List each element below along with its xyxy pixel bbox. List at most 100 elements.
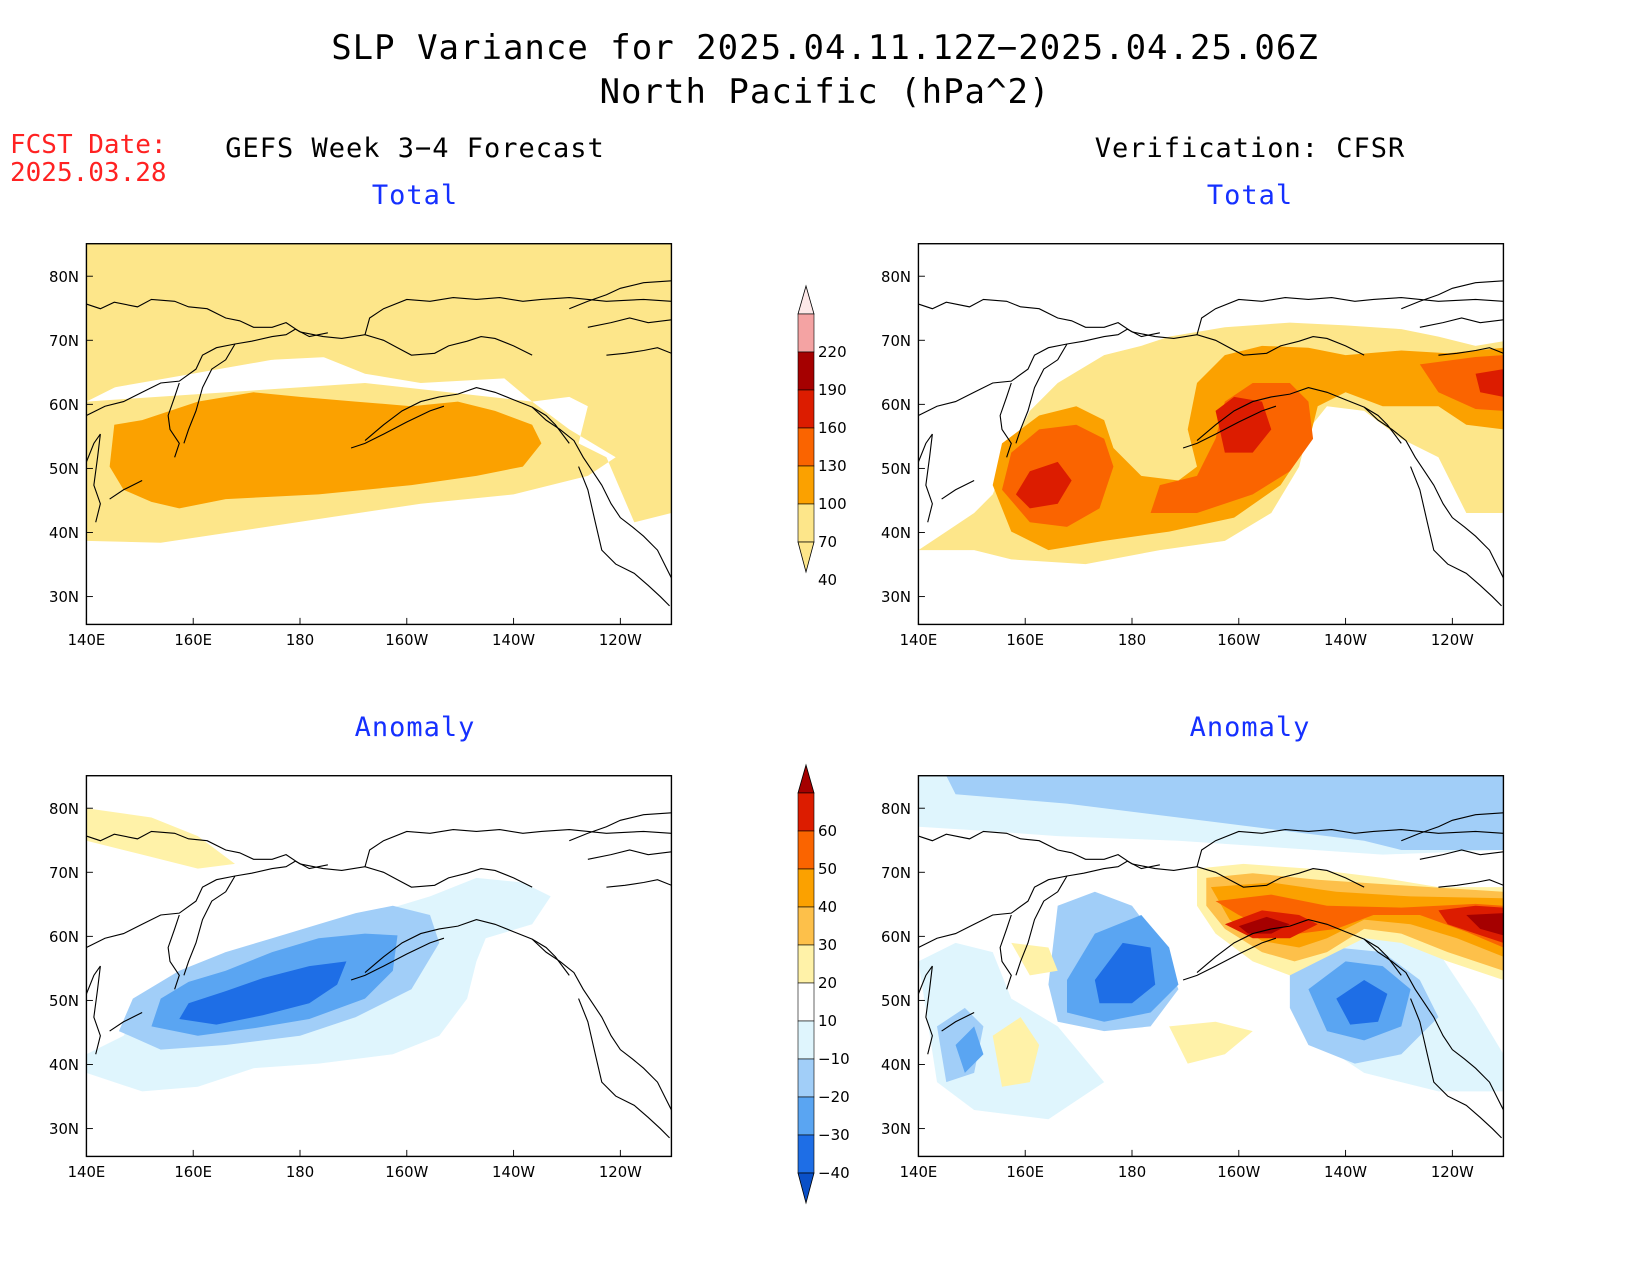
forecast-date-label: FCST Date: <box>10 130 167 160</box>
colorbar-label: 30 <box>818 936 837 954</box>
colorbar-label: 10 <box>818 1012 837 1030</box>
colorbar-label: 70 <box>818 533 837 551</box>
colorbar-label: 20 <box>818 974 837 992</box>
lon-tick-label: 180 <box>1118 1163 1146 1181</box>
lon-tick-label: 140E <box>68 1163 106 1181</box>
lon-tick-label: 160W <box>1217 1163 1260 1181</box>
lon-tick-label: 140E <box>900 631 938 649</box>
colorbar-segment <box>797 1134 815 1174</box>
colorbar-anomaly-svg: 60 50 40 30 20 10 −10 −20 −30 −40 <box>797 763 850 1205</box>
colorbar-top-arrow <box>797 763 815 794</box>
figure-title: SLP Variance for 2025.04.11.12Z−2025.04.… <box>331 28 1319 68</box>
left-column-title: GEFS Week 3−4 Forecast <box>225 133 605 164</box>
lon-tick-label: 140E <box>900 1163 938 1181</box>
panel-title-top-left: Total <box>371 180 459 211</box>
lon-tick-label: 120W <box>1431 631 1474 649</box>
colorbar-segment <box>797 1058 815 1098</box>
lon-tick-label: 120W <box>1431 1163 1474 1181</box>
colorbar-top-arrow <box>797 284 815 315</box>
colorbar-label: −40 <box>818 1164 850 1182</box>
contour-fill <box>86 243 672 393</box>
lon-tick-label: 160W <box>1217 631 1260 649</box>
lat-tick-label: 40N <box>49 1056 79 1074</box>
colorbar-bottom-arrow <box>797 1172 815 1205</box>
colorbar-label: 40 <box>818 571 837 589</box>
colorbar-total: 220 190 160 130 100 70 40 <box>790 280 860 624</box>
lon-tick-label: 160E <box>174 1163 212 1181</box>
forecast-date-value: 2025.03.28 <box>10 158 167 188</box>
lat-tick-label: 60N <box>49 928 79 946</box>
lat-tick-label: 70N <box>881 864 911 882</box>
lat-tick-label: 50N <box>881 992 911 1010</box>
contour-fill <box>1094 942 1388 1025</box>
colorbar-segment <box>797 944 815 984</box>
colorbar-segment <box>797 503 815 543</box>
lat-tick-label: 70N <box>49 864 79 882</box>
colorbar-segment <box>797 351 815 391</box>
lon-tick-label: 180 <box>286 631 314 649</box>
lat-tick-label: 80N <box>49 800 79 818</box>
lat-tick-label: 60N <box>881 928 911 946</box>
lat-tick-label: 70N <box>881 332 911 350</box>
colorbar-segment <box>797 1096 815 1136</box>
colorbar-segment <box>797 792 815 832</box>
lat-tick-label: 30N <box>49 1120 79 1138</box>
colorbar-segment <box>797 427 815 467</box>
colorbar-segment <box>797 389 815 429</box>
colorbar-label: 40 <box>818 898 837 916</box>
colorbar-label: 100 <box>818 495 847 513</box>
right-column-title: Verification: CFSR <box>1094 133 1406 164</box>
lon-tick-label: 140W <box>1324 631 1367 649</box>
colorbar-segment <box>797 830 815 870</box>
colorbar-segment <box>797 1020 815 1060</box>
colorbar-segment <box>797 313 815 353</box>
figure-subtitle: North Pacific (hPa^2) <box>599 72 1051 112</box>
colorbar-label: 190 <box>818 381 847 399</box>
colorbar-label: 60 <box>818 822 837 840</box>
contour-fill <box>86 808 235 869</box>
contour-fill <box>955 915 1411 1073</box>
colorbar-label: 130 <box>818 457 847 475</box>
lon-tick-label: 160W <box>385 1163 428 1181</box>
lat-tick-label: 30N <box>881 588 911 606</box>
colorbar-segment <box>797 906 815 946</box>
lat-tick-label: 80N <box>49 268 79 286</box>
lat-tick-label: 30N <box>49 588 79 606</box>
lon-tick-label: 120W <box>599 631 642 649</box>
lat-tick-label: 40N <box>881 524 911 542</box>
lat-tick-label: 70N <box>49 332 79 350</box>
lon-tick-label: 160E <box>1006 631 1044 649</box>
lat-tick-label: 30N <box>881 1120 911 1138</box>
lon-tick-label: 180 <box>286 1163 314 1181</box>
map-verification-anomaly-svg: 140E 160E 180 160W 140W 120W 80N 70N 60N 50N 40N 30… <box>881 775 1505 1181</box>
contour-fill <box>1015 369 1504 509</box>
lat-tick-label: 50N <box>49 992 79 1010</box>
contour-fill <box>179 961 347 1025</box>
map-verification-anomaly: 140E 160E 180 160W 140W 120W 80N 70N 60N 50N 40N 30… <box>872 760 1522 1200</box>
map-forecast-total-svg: 140E 160E 180 160W 140W 120W 80N 70N 60N 50N 40N 30… <box>49 243 673 649</box>
panel-title-bottom-right: Anomaly <box>1189 712 1311 743</box>
colorbar-total-svg: 220 190 160 130 100 70 40 <box>797 284 847 589</box>
panel-title-top-right: Total <box>1206 180 1294 211</box>
colorbar-label: −30 <box>818 1126 850 1144</box>
lat-tick-label: 40N <box>49 524 79 542</box>
lon-tick-label: 140W <box>1324 1163 1367 1181</box>
lon-tick-label: 180 <box>1118 631 1146 649</box>
lon-tick-label: 120W <box>599 1163 642 1181</box>
map-forecast-anomaly: 140E 160E 180 160W 140W 120W 80N 70N 60N 50N 40N 30… <box>40 760 690 1200</box>
map-verification-total: 140E 160E 180 160W 140W 120W 80N 70N 60N 50N 40N 30… <box>872 228 1522 668</box>
colorbar-label: 220 <box>818 343 847 361</box>
contour-fill <box>109 392 542 509</box>
colorbar-label: −10 <box>818 1050 850 1068</box>
colorbar-segment <box>797 465 815 505</box>
lat-tick-label: 60N <box>881 396 911 414</box>
contour-fill <box>1238 913 1504 936</box>
lon-tick-label: 140W <box>492 1163 535 1181</box>
lon-tick-label: 140W <box>492 631 535 649</box>
colorbar-label: 50 <box>818 860 837 878</box>
colorbar-segment <box>797 868 815 908</box>
colorbar-bottom-arrow <box>797 541 815 574</box>
lat-tick-label: 40N <box>881 1056 911 1074</box>
lat-tick-label: 80N <box>881 800 911 818</box>
map-forecast-anomaly-svg: 140E 160E 180 160W 140W 120W 80N 70N 60N 50N 40N 30… <box>49 775 673 1181</box>
